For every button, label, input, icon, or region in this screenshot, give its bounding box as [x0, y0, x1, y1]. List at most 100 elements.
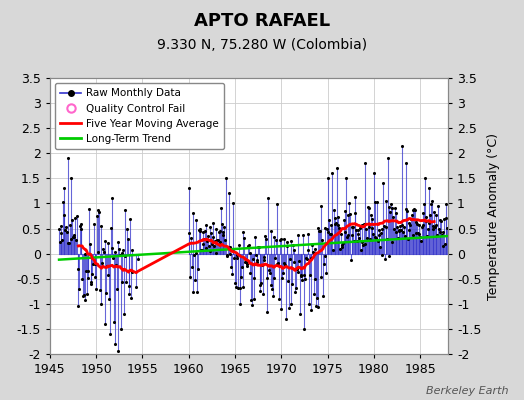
Point: [128, 246, 137, 253]
Point: [106, 331, 114, 337]
Point: [89, 261, 97, 268]
Point: [359, 221, 368, 228]
Point: [407, 216, 415, 222]
Point: [97, 223, 106, 230]
Point: [290, 247, 299, 254]
Point: [357, 246, 365, 253]
Point: [253, 258, 261, 265]
Point: [411, 207, 419, 214]
Point: [121, 252, 129, 259]
Point: [346, 211, 354, 218]
Point: [411, 229, 420, 236]
Point: [72, 236, 80, 243]
Point: [377, 230, 385, 236]
Point: [277, 306, 286, 312]
Point: [243, 263, 251, 269]
Point: [405, 220, 413, 226]
Point: [355, 235, 364, 241]
Point: [80, 291, 88, 298]
Point: [199, 241, 208, 247]
Point: [328, 170, 336, 176]
Point: [307, 306, 315, 313]
Point: [123, 226, 131, 232]
Point: [248, 256, 257, 262]
Point: [79, 293, 87, 299]
Point: [379, 180, 387, 186]
Point: [424, 226, 432, 232]
Point: [252, 252, 260, 258]
Point: [264, 195, 272, 201]
Point: [62, 224, 70, 230]
Point: [70, 234, 78, 240]
Point: [385, 203, 393, 210]
Point: [266, 228, 275, 234]
Point: [259, 290, 267, 297]
Point: [347, 232, 356, 238]
Point: [68, 216, 77, 223]
Point: [233, 255, 242, 262]
Point: [251, 234, 259, 240]
Point: [106, 225, 115, 232]
Point: [266, 270, 274, 276]
Point: [209, 220, 217, 226]
Point: [261, 233, 269, 240]
Point: [443, 225, 452, 231]
Point: [211, 238, 219, 245]
Point: [421, 175, 429, 182]
Point: [285, 305, 293, 312]
Point: [88, 280, 96, 287]
Point: [226, 244, 235, 250]
Point: [265, 267, 273, 273]
Point: [431, 222, 440, 228]
Point: [311, 246, 320, 252]
Point: [57, 229, 65, 236]
Point: [67, 175, 75, 182]
Point: [205, 224, 214, 230]
Point: [280, 236, 289, 242]
Point: [227, 264, 235, 270]
Point: [275, 296, 283, 302]
Point: [441, 240, 449, 247]
Point: [259, 254, 268, 261]
Point: [230, 200, 238, 207]
Point: [200, 236, 209, 242]
Point: [391, 210, 400, 216]
Point: [109, 254, 117, 261]
Point: [302, 254, 310, 261]
Point: [215, 228, 224, 234]
Point: [202, 222, 210, 228]
Point: [124, 290, 133, 297]
Point: [305, 272, 314, 278]
Point: [425, 185, 434, 192]
Point: [194, 265, 202, 272]
Point: [114, 348, 122, 355]
Point: [234, 285, 242, 291]
Point: [345, 200, 353, 206]
Point: [107, 245, 116, 252]
Point: [367, 225, 376, 231]
Point: [209, 234, 217, 240]
Point: [382, 198, 390, 204]
Point: [287, 301, 295, 307]
Point: [406, 222, 414, 228]
Point: [77, 221, 85, 228]
Point: [116, 252, 124, 258]
Point: [442, 215, 450, 221]
Point: [269, 234, 278, 240]
Point: [198, 247, 206, 253]
Point: [350, 238, 358, 244]
Point: [88, 271, 96, 277]
Point: [381, 224, 390, 230]
Point: [279, 260, 288, 266]
Point: [81, 250, 90, 257]
Point: [239, 229, 248, 236]
Point: [377, 226, 386, 232]
Point: [112, 262, 121, 268]
Point: [223, 253, 232, 260]
Point: [354, 226, 363, 233]
Point: [105, 296, 113, 302]
Point: [286, 256, 294, 262]
Point: [434, 203, 442, 209]
Point: [424, 220, 433, 226]
Point: [59, 198, 67, 205]
